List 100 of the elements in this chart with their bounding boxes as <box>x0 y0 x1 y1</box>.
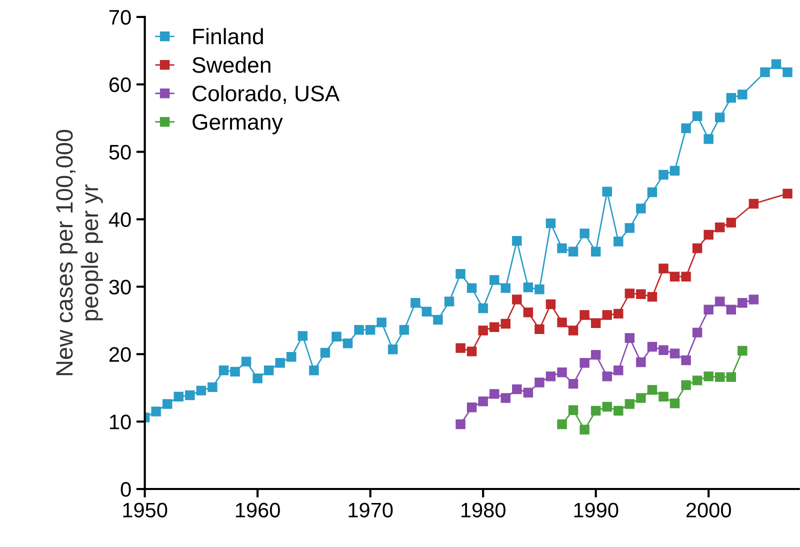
point <box>557 243 567 254</box>
point <box>692 328 702 338</box>
point <box>422 306 432 317</box>
point <box>748 294 759 304</box>
point <box>738 90 748 100</box>
point <box>466 283 477 293</box>
x-tick-label: 1980 <box>461 502 506 518</box>
point <box>670 166 680 176</box>
point <box>624 333 635 343</box>
point <box>715 222 725 232</box>
legend-label: Germany <box>192 114 283 134</box>
point <box>410 298 420 308</box>
point <box>715 296 725 306</box>
point <box>636 204 646 214</box>
point <box>320 348 330 358</box>
point <box>196 386 206 396</box>
point <box>647 187 658 198</box>
point <box>388 344 398 354</box>
point <box>218 365 229 376</box>
point <box>580 310 590 320</box>
point <box>614 236 624 246</box>
point <box>354 325 364 335</box>
point <box>681 355 691 366</box>
point <box>568 405 578 415</box>
point <box>456 343 466 353</box>
point <box>456 419 466 430</box>
point <box>704 134 714 144</box>
point <box>624 223 635 233</box>
point <box>286 352 296 362</box>
point <box>726 304 736 314</box>
point <box>500 318 510 329</box>
point <box>252 374 262 384</box>
point <box>275 358 285 368</box>
point <box>771 59 782 70</box>
point <box>726 93 736 103</box>
point <box>636 357 646 368</box>
y-tick-label: 60 <box>109 77 131 92</box>
point <box>738 346 748 356</box>
point <box>546 372 556 382</box>
point <box>444 296 454 306</box>
point <box>726 372 736 382</box>
point <box>692 111 702 121</box>
point <box>782 67 792 78</box>
point <box>580 228 590 238</box>
point <box>760 67 770 78</box>
point <box>726 218 736 228</box>
point <box>602 310 612 320</box>
point <box>466 346 477 356</box>
point <box>636 289 646 299</box>
point <box>580 424 590 435</box>
point <box>580 358 590 368</box>
point <box>748 198 759 209</box>
point <box>715 112 725 122</box>
point <box>704 304 714 314</box>
point <box>557 419 567 430</box>
x-tick-label: 1990 <box>574 502 618 518</box>
point <box>692 243 702 254</box>
point <box>557 318 567 328</box>
point <box>162 399 172 409</box>
point <box>614 308 624 319</box>
point <box>478 396 488 406</box>
point <box>478 303 488 314</box>
point <box>489 275 500 285</box>
point <box>376 318 386 328</box>
point <box>557 367 567 378</box>
point <box>512 384 522 394</box>
point <box>456 269 466 279</box>
point <box>681 380 691 390</box>
point <box>704 230 714 240</box>
x-tick-label: 1950 <box>123 502 168 518</box>
point <box>614 365 624 376</box>
point <box>590 350 601 360</box>
point <box>309 365 319 376</box>
point <box>636 393 646 403</box>
point <box>624 288 635 298</box>
point <box>534 284 544 294</box>
point <box>500 283 510 293</box>
x-tick-label: 1970 <box>348 502 393 518</box>
y-tick-label: 10 <box>110 414 131 430</box>
point <box>670 272 680 282</box>
point <box>692 376 702 386</box>
point <box>332 332 342 342</box>
point <box>523 282 534 292</box>
point <box>230 366 240 377</box>
point <box>658 264 668 274</box>
legend-label: Finland <box>193 28 263 44</box>
point <box>658 345 668 355</box>
point <box>602 402 612 412</box>
point <box>185 390 195 400</box>
legend-label: Colorado, USA <box>192 85 340 104</box>
point <box>590 246 601 256</box>
point <box>624 399 635 409</box>
point <box>523 307 534 318</box>
point <box>241 356 252 366</box>
point <box>365 325 376 335</box>
point <box>512 294 522 304</box>
y-tick-label: 70 <box>110 10 131 25</box>
point <box>568 326 578 336</box>
point <box>590 318 601 328</box>
point <box>534 324 544 334</box>
